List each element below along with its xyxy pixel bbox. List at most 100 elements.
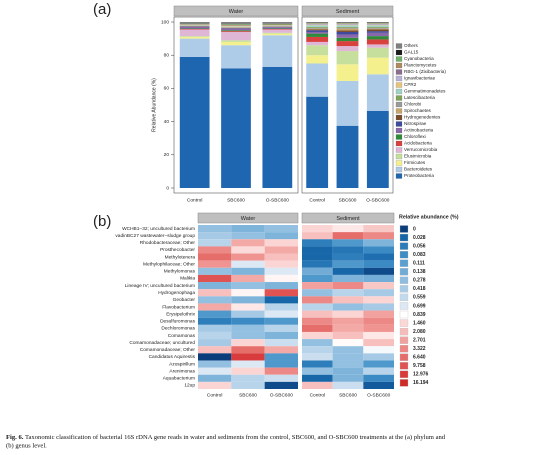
heat-cell	[332, 267, 364, 275]
bar-segment	[336, 64, 359, 81]
heat-cell	[332, 367, 364, 375]
bar-segment	[306, 25, 329, 27]
heat-cell	[302, 260, 333, 268]
bar-segment	[366, 26, 389, 28]
bar-segment	[221, 28, 251, 31]
heat-cell	[198, 232, 232, 240]
heat-cell	[198, 239, 232, 247]
heat-cell	[302, 274, 333, 283]
facet-label: Sediment	[336, 9, 360, 15]
row-label: Geobacter	[173, 297, 196, 303]
colorbar-swatch	[399, 285, 409, 293]
legend-label: Firmicutes	[404, 160, 426, 165]
bar-segment	[366, 110, 389, 188]
panel-label: (a)	[93, 1, 111, 18]
bar-segment	[336, 34, 359, 38]
heat-cell	[332, 232, 364, 240]
legend-label: Gemmatimonadetes	[404, 89, 446, 94]
heat-cell	[231, 331, 265, 340]
bar-segment	[336, 51, 359, 65]
heat-cell	[363, 317, 394, 325]
legend-swatch	[395, 160, 403, 166]
heat-cell	[363, 331, 394, 340]
row-label: Prosthecobacter	[160, 247, 195, 253]
bar-segment	[336, 28, 359, 31]
heat-cell	[332, 360, 364, 368]
bar-segment	[179, 56, 210, 188]
colorbar-label: 3.322	[413, 346, 426, 352]
legend-swatch	[395, 56, 403, 62]
colorbar-label: 9.758	[413, 363, 426, 369]
bar-segment	[366, 47, 389, 58]
heat-cell	[198, 289, 232, 297]
legend-swatch	[395, 134, 403, 140]
heat-cell	[264, 282, 298, 290]
row-label: Methylomonas	[164, 269, 196, 275]
row-label: Arenimonas	[169, 368, 195, 374]
legend-swatch	[395, 101, 403, 108]
heat-cell	[264, 339, 298, 347]
row-label: Comamonadaceae; uncultured	[129, 340, 195, 346]
heat-cell	[302, 324, 333, 332]
heat-cell	[231, 367, 265, 375]
legend-label: Acidobacteria	[404, 141, 432, 146]
x-tick-label: SBC600	[239, 392, 257, 398]
heat-cell	[198, 303, 232, 311]
heat-cell	[332, 303, 364, 311]
legend-swatch	[395, 75, 403, 82]
bar-segment	[336, 30, 359, 32]
bar-segment	[262, 24, 293, 26]
heat-cell	[231, 267, 265, 275]
bar-segment	[366, 27, 389, 29]
y-tick-label: 100	[161, 19, 169, 25]
heat-cell	[198, 381, 232, 389]
row-label: vadinBC27 wastewater−sludge group	[115, 233, 195, 239]
colorbar-label: 0.699	[413, 303, 426, 309]
bar-segment	[179, 36, 210, 37]
row-label: Desulfuromonas	[160, 319, 196, 325]
heat-cell	[264, 239, 298, 247]
bar-segment	[179, 36, 210, 39]
y-tick-label: 60	[164, 86, 170, 92]
heat-cell	[231, 317, 265, 325]
heat-cell	[198, 339, 232, 347]
row-label: Flavobacterium	[162, 304, 195, 310]
heat-cell	[363, 303, 394, 311]
colorbar-swatch	[399, 250, 409, 259]
heat-cell	[198, 346, 232, 354]
heat-cell	[264, 360, 298, 368]
heat-cell	[231, 260, 265, 268]
heat-cell	[231, 346, 265, 354]
heat-cell	[332, 289, 364, 297]
heat-cell	[231, 303, 265, 311]
heat-cell	[264, 267, 298, 275]
panel-label: (b)	[93, 213, 111, 230]
y-tick-label: 20	[164, 152, 170, 158]
legend-swatch	[395, 173, 403, 179]
heat-cell	[264, 331, 298, 340]
heat-cell	[363, 274, 394, 283]
colorbar-label: 0.559	[413, 295, 426, 301]
heat-cell	[363, 310, 394, 318]
heat-cell	[264, 232, 298, 240]
heat-cell	[231, 289, 265, 297]
colorbar-swatch	[399, 233, 409, 242]
heat-cell	[363, 346, 394, 354]
heat-cell	[302, 367, 333, 375]
y-tick-label: 40	[164, 119, 170, 125]
heat-cell	[302, 246, 333, 254]
heat-cell	[363, 232, 394, 240]
heat-cell	[332, 246, 364, 254]
heat-cell	[302, 282, 333, 290]
heat-cell	[302, 339, 333, 347]
heat-cell	[332, 339, 364, 347]
bar-segment	[306, 22, 329, 23]
legend-swatch	[395, 43, 403, 49]
caption-text: Taxonomic classification of bacterial 16…	[25, 434, 446, 441]
bar-segment	[366, 57, 389, 75]
heat-cell	[198, 374, 232, 382]
bar-segment	[306, 33, 329, 37]
heat-cell	[363, 267, 394, 275]
heat-cell	[198, 317, 232, 325]
